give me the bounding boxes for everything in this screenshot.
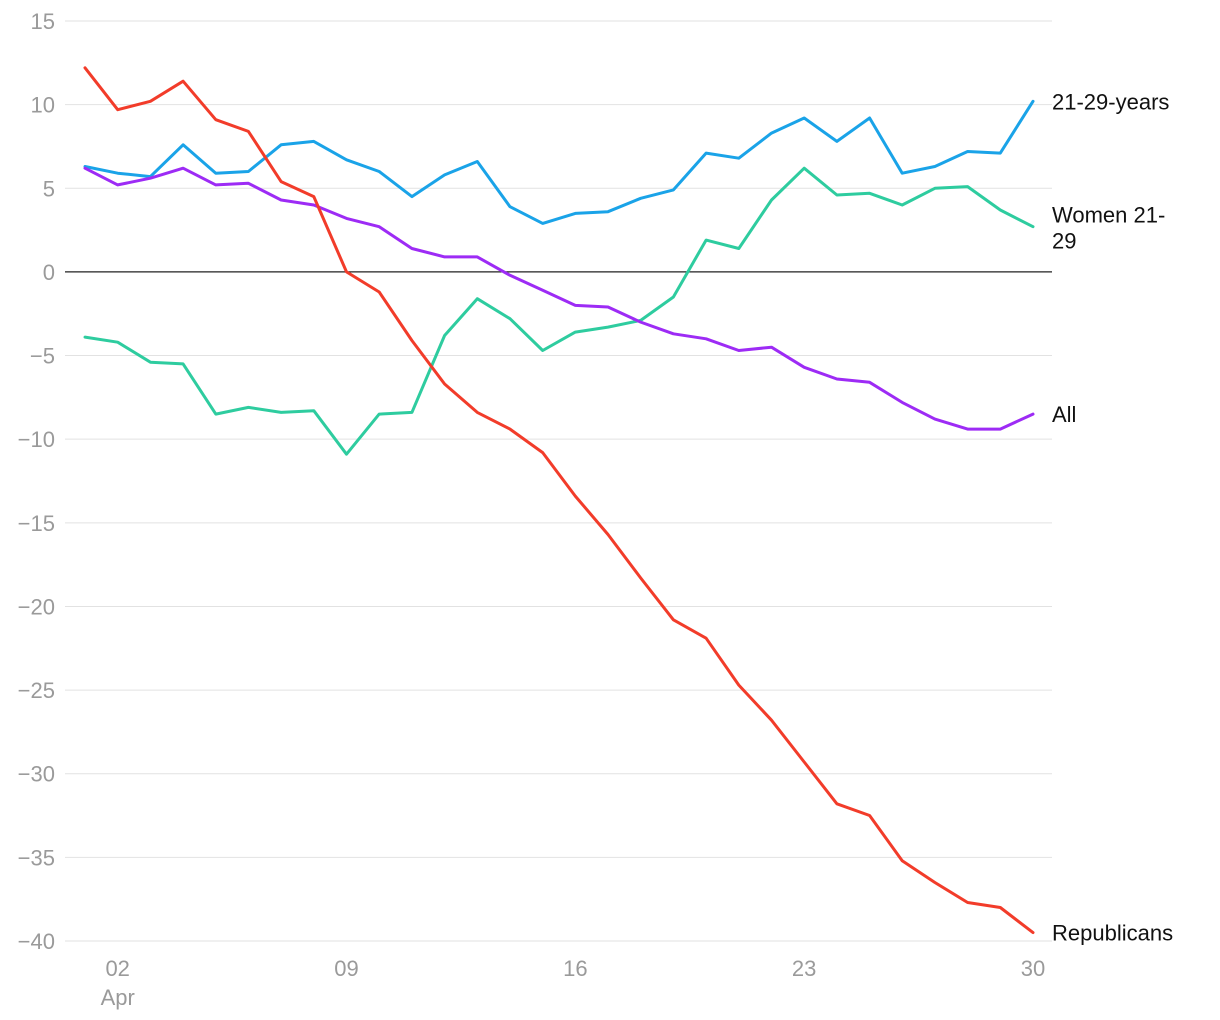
- gridlines: [65, 20, 1052, 942]
- series-label-women-21-29: Women 21-29: [1052, 203, 1165, 254]
- series-line-all: [83, 166, 1035, 431]
- y-tick-label: −10: [18, 427, 55, 452]
- x-tick-sublabel: Apr: [101, 985, 135, 1010]
- y-tick-label: −30: [18, 762, 55, 787]
- y-tick-label: 0: [43, 260, 55, 285]
- y-tick-label: −35: [18, 845, 55, 870]
- series-line-women-21-29: [83, 166, 1035, 456]
- series-lines: [83, 66, 1035, 935]
- y-tick-label: −5: [30, 344, 55, 369]
- series-labels: 21-29-years Women 21-29 All Republicans: [1052, 89, 1173, 945]
- series-label-republicans: Republicans: [1052, 921, 1173, 946]
- x-tick-label: 16: [563, 956, 587, 981]
- y-tick-label: −40: [18, 929, 55, 954]
- x-tick-label: 30: [1021, 956, 1045, 981]
- x-tick-label: 23: [792, 956, 816, 981]
- x-tick-label: 09: [334, 956, 358, 981]
- y-axis: 15 10 5 0 −5 −10 −15 −20 −25 −30 −35 −40: [18, 9, 55, 954]
- y-tick-label: 10: [31, 93, 55, 118]
- series-line-republicans: [83, 66, 1035, 935]
- x-axis: 02 Apr 09 16 23 30: [101, 956, 1046, 1010]
- series-label-all: All: [1052, 402, 1076, 427]
- y-tick-label: −20: [18, 594, 55, 619]
- x-tick-label: 02: [105, 956, 129, 981]
- y-tick-label: −15: [18, 511, 55, 536]
- series-label-21-29-years: 21-29-years: [1052, 89, 1169, 114]
- y-tick-label: 5: [43, 176, 55, 201]
- y-tick-label: 15: [31, 9, 55, 34]
- y-tick-label: −25: [18, 678, 55, 703]
- series-line-21-29-years: [83, 99, 1035, 225]
